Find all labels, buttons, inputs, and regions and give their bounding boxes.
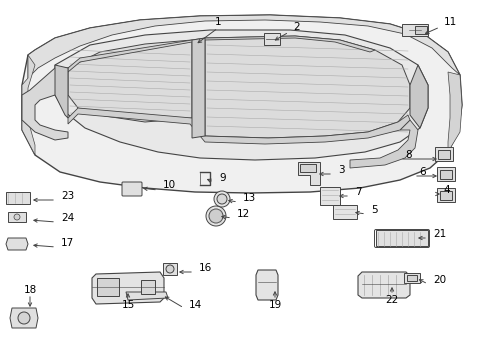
- Text: 4: 4: [443, 185, 450, 195]
- Text: 7: 7: [355, 187, 362, 197]
- Polygon shape: [55, 30, 428, 160]
- Text: 2: 2: [293, 22, 299, 32]
- Bar: [438, 149, 450, 158]
- Polygon shape: [298, 162, 320, 185]
- Text: 21: 21: [433, 229, 446, 239]
- Polygon shape: [68, 40, 192, 122]
- Text: 5: 5: [371, 205, 378, 215]
- Text: 10: 10: [163, 180, 176, 190]
- Bar: [402, 24, 428, 36]
- Polygon shape: [22, 68, 68, 140]
- Text: 8: 8: [405, 150, 412, 160]
- Bar: [407, 275, 417, 281]
- Polygon shape: [10, 308, 38, 328]
- Polygon shape: [22, 15, 462, 193]
- Text: 19: 19: [269, 300, 282, 310]
- Polygon shape: [448, 72, 462, 152]
- Bar: [376, 230, 428, 246]
- Polygon shape: [8, 212, 26, 222]
- Text: 13: 13: [243, 193, 256, 203]
- Bar: [333, 205, 357, 219]
- Polygon shape: [68, 36, 375, 72]
- Bar: [440, 170, 452, 179]
- Polygon shape: [358, 272, 410, 298]
- Bar: [97, 278, 119, 296]
- Bar: [435, 147, 453, 161]
- Polygon shape: [410, 65, 428, 128]
- Bar: [300, 164, 316, 172]
- Circle shape: [214, 191, 230, 207]
- Bar: [437, 167, 455, 181]
- Polygon shape: [22, 55, 35, 155]
- Polygon shape: [350, 120, 418, 168]
- Circle shape: [217, 194, 227, 204]
- Polygon shape: [126, 292, 168, 300]
- FancyBboxPatch shape: [122, 182, 142, 196]
- Bar: [163, 263, 177, 275]
- Circle shape: [206, 206, 226, 226]
- Bar: [415, 26, 427, 34]
- Polygon shape: [205, 36, 410, 138]
- Circle shape: [209, 209, 223, 223]
- Circle shape: [166, 265, 174, 273]
- Text: 1: 1: [215, 17, 221, 27]
- Text: 14: 14: [189, 300, 202, 310]
- Circle shape: [18, 312, 30, 324]
- Text: 9: 9: [219, 173, 225, 183]
- Text: 11: 11: [444, 17, 457, 27]
- Bar: [437, 188, 455, 202]
- Text: 6: 6: [419, 167, 426, 177]
- Circle shape: [14, 214, 20, 220]
- Text: 23: 23: [61, 191, 74, 201]
- Bar: [123, 182, 141, 194]
- Polygon shape: [28, 15, 460, 78]
- Bar: [141, 280, 155, 294]
- Text: 16: 16: [199, 263, 212, 273]
- Polygon shape: [68, 108, 410, 144]
- Text: 12: 12: [237, 209, 250, 219]
- Bar: [404, 273, 420, 283]
- Polygon shape: [6, 238, 28, 250]
- Text: 22: 22: [385, 295, 399, 305]
- Text: 18: 18: [24, 285, 37, 295]
- Bar: [440, 190, 452, 199]
- Polygon shape: [256, 270, 278, 300]
- Polygon shape: [6, 192, 30, 204]
- Text: 15: 15: [122, 300, 135, 310]
- Text: 24: 24: [61, 213, 74, 223]
- Text: 3: 3: [338, 165, 344, 175]
- Polygon shape: [55, 65, 68, 118]
- Polygon shape: [92, 272, 164, 304]
- Text: 17: 17: [61, 238, 74, 248]
- Bar: [264, 33, 280, 45]
- Bar: [320, 187, 340, 205]
- Polygon shape: [192, 38, 205, 138]
- Text: 20: 20: [433, 275, 446, 285]
